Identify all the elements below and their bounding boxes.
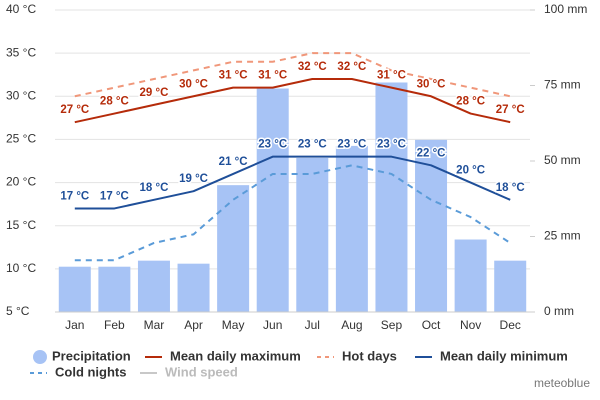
y-tick-label: 20 °C	[6, 175, 36, 189]
line	[74, 164, 511, 262]
data-label: 27 °C	[60, 104, 89, 116]
bar	[256, 88, 289, 313]
data-label: 31 °C	[258, 70, 287, 82]
data-label: 28 °C	[456, 96, 485, 108]
y-tick-label: 5 °C	[6, 304, 30, 318]
x-tick-label: Jan	[65, 318, 84, 332]
x-tick-label: Dec	[500, 318, 521, 332]
bar	[494, 260, 527, 312]
line	[74, 78, 511, 124]
legend-label: Wind speed	[165, 364, 238, 379]
data-label: 27 °C	[496, 104, 525, 116]
data-label: 17 °C	[100, 190, 129, 202]
y-tick-label: 10 °C	[6, 261, 36, 275]
data-label: 29 °C	[140, 87, 169, 99]
legend-swatch	[33, 350, 47, 364]
line	[74, 52, 511, 98]
bar	[137, 260, 170, 312]
x-tick-label: Jun	[263, 318, 282, 332]
data-label: 22 °C	[417, 147, 446, 159]
data-label: 32 °C	[337, 61, 366, 73]
data-label: 23 °C	[298, 139, 327, 151]
y-tick-label: 35 °C	[6, 45, 36, 59]
data-label: 18 °C	[496, 182, 525, 194]
data-label: 23 °C	[377, 139, 406, 151]
bar	[217, 185, 250, 312]
legend-label: Precipitation	[52, 348, 131, 363]
y2-tick-label: 100 mm	[544, 2, 587, 16]
x-tick-label: Aug	[341, 318, 362, 332]
bar	[415, 139, 448, 312]
y-tick-label: 15 °C	[6, 218, 36, 232]
y2-tick-label: 75 mm	[544, 78, 581, 92]
data-label: 20 °C	[456, 165, 485, 177]
data-label: 30 °C	[179, 78, 208, 90]
bar	[296, 157, 329, 312]
y2-tick-label: 50 mm	[544, 153, 581, 167]
data-label: 30 °C	[417, 78, 446, 90]
bar	[454, 239, 487, 312]
y2-tick-label: 0 mm	[544, 304, 574, 318]
x-tick-label: Feb	[104, 318, 125, 332]
x-tick-label: Jul	[305, 318, 320, 332]
data-label: 23 °C	[337, 139, 366, 151]
legend-label: Cold nights	[55, 364, 127, 379]
x-tick-label: Oct	[422, 318, 441, 332]
bar	[58, 266, 91, 312]
data-label: 18 °C	[140, 182, 169, 194]
x-tick-label: Mar	[144, 318, 165, 332]
y2-tick-label: 25 mm	[544, 229, 581, 243]
legend-label: Mean daily minimum	[440, 348, 568, 363]
data-label: 31 °C	[377, 70, 406, 82]
x-tick-label: Nov	[460, 318, 481, 332]
y-tick-label: 30 °C	[6, 88, 36, 102]
legend-label: Hot days	[342, 348, 397, 363]
y-tick-label: 25 °C	[6, 132, 36, 146]
data-label: 32 °C	[298, 61, 327, 73]
legend-label: Mean daily maximum	[170, 348, 301, 363]
bar	[98, 266, 131, 312]
brand: meteoblue	[534, 376, 590, 390]
bar	[177, 263, 210, 312]
bar	[335, 145, 368, 312]
y-tick-label: 40 °C	[6, 2, 36, 16]
x-tick-label: Apr	[184, 318, 203, 332]
x-tick-label: May	[222, 318, 245, 332]
x-tick-label: Sep	[381, 318, 403, 332]
data-label: 31 °C	[219, 70, 248, 82]
data-label: 28 °C	[100, 96, 129, 108]
data-label: 19 °C	[179, 173, 208, 185]
data-label: 21 °C	[219, 156, 248, 168]
bar	[375, 82, 408, 312]
data-label: 23 °C	[258, 139, 287, 151]
data-label: 17 °C	[60, 190, 89, 202]
line	[74, 155, 511, 210]
